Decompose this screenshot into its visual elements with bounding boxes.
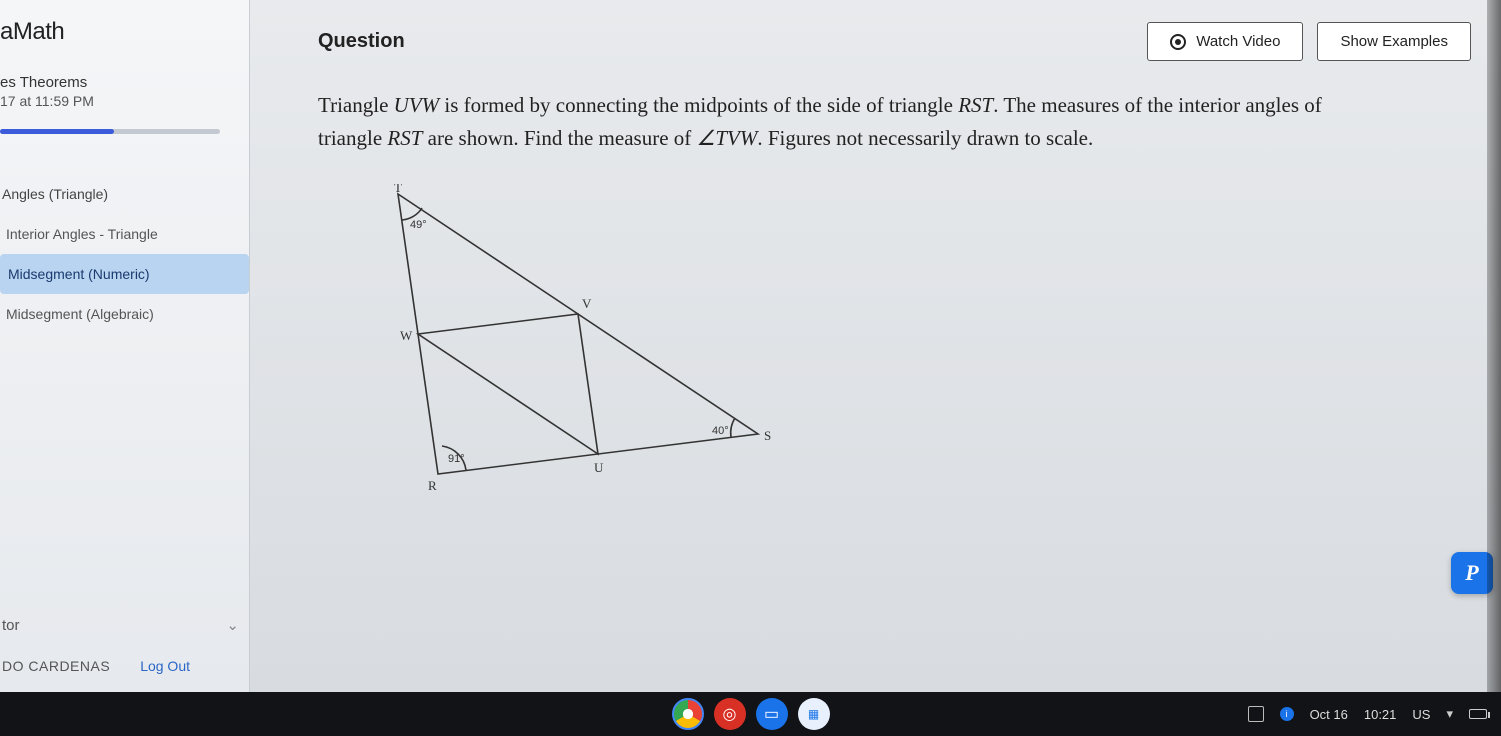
collapsible-tor[interactable]: tor ⌄ [0,606,249,644]
triangle-svg: T R S W V U 49° 91° 40° [318,184,798,504]
show-examples-button[interactable]: Show Examples [1317,22,1471,61]
overview-icon[interactable] [1248,706,1264,722]
geometry-figure: T R S W V U 49° 91° 40° [318,184,798,504]
progress-bar [0,129,114,134]
sidebar: aMath es Theorems 17 at 11:59 PM Angles … [0,0,250,692]
triangle-uvw [418,314,598,454]
p-label: P [1465,560,1478,586]
taskbar-locale: US [1412,707,1430,722]
battery-icon[interactable] [1469,709,1487,719]
triangle-rst [398,194,758,474]
math-uvw: UVW [394,93,440,117]
nav-header-angles[interactable]: Angles (Triangle) [0,174,249,214]
angle-value-t: 49° [410,219,427,231]
assignment-due: 17 at 11:59 PM [0,93,249,123]
tor-label: tor [2,617,20,634]
wifi-icon[interactable] [1446,706,1453,722]
taskbar: ◎ ▭ ▦ i Oct 16 10:21 US [0,692,1501,736]
watch-video-label: Watch Video [1196,33,1280,50]
play-icon [1170,34,1186,50]
assignment-title: es Theorems [0,66,249,93]
nav-item-midsegment-numeric[interactable]: Midsegment (Numeric) [0,254,249,294]
nav-item-midsegment-algebraic[interactable]: Midsegment (Algebraic) [0,294,249,334]
progress-track [0,129,220,134]
text-frag: are shown. Find the measure of [422,126,696,150]
chevron-down-icon: ⌄ [226,616,239,634]
taskbar-date[interactable]: Oct 16 [1310,707,1348,722]
app-icon-calendar[interactable]: ▦ [798,698,830,730]
app-icon-blue[interactable]: ▭ [756,698,788,730]
problem-text: Triangle UVW is formed by connecting the… [318,89,1358,154]
nav-item-interior-angles[interactable]: Interior Angles - Triangle [0,214,249,254]
math-rst: RST [387,126,422,150]
user-row: DO CARDENAS Log Out [0,644,249,682]
watch-video-button[interactable]: Watch Video [1147,22,1303,61]
question-header: Question Watch Video Show Examples [318,22,1471,61]
angle-value-r: 91° [448,453,465,465]
math-rst: RST [958,93,993,117]
taskbar-right: i Oct 16 10:21 US [1248,706,1487,722]
nav-group: Angles (Triangle) Interior Angles - Tria… [0,174,249,334]
vertex-label-u: U [594,460,604,475]
main-content: Question Watch Video Show Examples Trian… [250,0,1501,692]
vertex-label-r: R [428,478,437,493]
vertex-label-v: V [582,296,592,311]
angle-arc-s [731,418,735,437]
app-logo: aMath [0,18,249,66]
logout-link[interactable]: Log Out [140,658,190,674]
vertex-label-w: W [400,328,413,343]
vertex-label-s: S [764,428,771,443]
vertex-label-t: T [394,184,402,195]
taskbar-center: ◎ ▭ ▦ [672,698,830,730]
taskbar-time[interactable]: 10:21 [1364,707,1397,722]
text-frag: . Figures not necessarily drawn to scale… [757,126,1093,150]
text-frag: is formed by connecting the midpoints of… [439,93,958,117]
app-icon-red[interactable]: ◎ [714,698,746,730]
user-name: DO CARDENAS [2,658,110,674]
bezel-shadow [1487,0,1501,692]
notification-icon[interactable]: i [1280,707,1294,721]
angle-value-s: 40° [712,425,729,437]
question-heading: Question [318,30,405,53]
math-angle-tvw: ∠TVW [697,126,758,150]
chrome-icon[interactable] [672,698,704,730]
text-frag: Triangle [318,93,394,117]
show-examples-label: Show Examples [1340,33,1448,50]
